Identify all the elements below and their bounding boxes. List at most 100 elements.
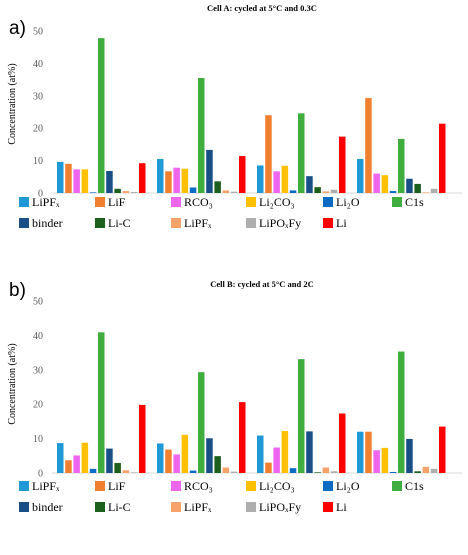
legend-label-a-8: LiPFₓ <box>184 216 212 230</box>
panel-b-legend: LiPFₓ LiF RCO₃ Li₂CO₃ Li₂O C1s binder Li-C LiPFₓ… <box>19 479 424 514</box>
bar-a-s10-g1 <box>239 156 246 193</box>
panel-b-y-tick-label: 20 <box>33 400 43 411</box>
bar-b-s1-g2 <box>265 462 272 473</box>
bar-b-s8-g2 <box>322 467 330 473</box>
bar-a-s9-g1 <box>230 191 238 193</box>
legend-swatch-a-3 <box>246 197 256 207</box>
bar-b-s7-g0 <box>114 463 121 473</box>
bar-a-s10-g3 <box>439 123 446 193</box>
legend-swatch-a-2 <box>171 197 181 207</box>
bar-a-s9-g0 <box>130 192 138 193</box>
panel-a-y-tick-label: 30 <box>33 91 43 102</box>
bar-b-s7-g1 <box>214 456 221 473</box>
bar-a-s4-g3 <box>389 191 397 193</box>
bar-a-s8-g2 <box>322 191 330 193</box>
bar-b-s5-g1 <box>198 372 205 473</box>
bar-a-s3-g1 <box>181 168 189 193</box>
bar-a-s1-g3 <box>365 98 372 193</box>
bar-b-s8-g1 <box>222 467 230 473</box>
legend-label-b-3: Li₂CO₃ <box>259 479 295 493</box>
legend-label-a-6: binder <box>32 216 63 230</box>
legend-label-b-10: Li <box>336 500 347 514</box>
bar-a-s4-g1 <box>189 187 197 193</box>
panel-a-y-axis-label: Concentration (at%) <box>7 63 18 144</box>
legend-label-b-7: Li-C <box>108 500 131 514</box>
bar-b-s1-g3 <box>365 431 372 473</box>
panel-b-y-tick-label: 0 <box>38 469 43 480</box>
legend-swatch-b-8 <box>171 502 181 512</box>
bar-a-s4-g0 <box>89 192 97 193</box>
bar-a-s0-g3 <box>357 158 364 193</box>
panel-b-bars <box>57 332 446 473</box>
legend-swatch-b-9 <box>246 502 256 512</box>
bar-a-s5-g3 <box>398 138 405 193</box>
legend-label-b-4: Li₂O <box>336 479 360 493</box>
panel-a-y-tick-label: 20 <box>33 124 43 135</box>
legend-swatch-b-7 <box>95 502 105 512</box>
bar-a-s8-g1 <box>222 190 230 193</box>
bar-b-s10-g1 <box>239 402 246 473</box>
bar-a-s2-g0 <box>73 169 80 193</box>
legend-swatch-a-8 <box>171 218 181 228</box>
bar-b-s5-g0 <box>98 332 105 473</box>
bar-a-s3-g0 <box>81 169 89 193</box>
bar-a-s2-g1 <box>173 167 180 193</box>
bar-b-s10-g3 <box>439 426 446 473</box>
bar-a-s2-g2 <box>273 171 280 193</box>
legend-swatch-b-10 <box>323 502 333 512</box>
bar-a-s3-g3 <box>381 175 389 193</box>
bar-b-s2-g2 <box>273 447 280 473</box>
legend-label-a-3: Li₂CO₃ <box>259 195 295 209</box>
bar-b-s2-g0 <box>73 455 80 473</box>
panel-b-y-tick-label: 30 <box>33 365 43 376</box>
legend-swatch-b-3 <box>246 481 256 491</box>
bar-a-s10-g2 <box>339 136 346 193</box>
bar-a-s6-g1 <box>206 149 213 193</box>
bar-b-s4-g0 <box>89 468 97 473</box>
bar-b-s7-g2 <box>314 472 321 473</box>
panel-a-legend: LiPFₓ LiF RCO₃ Li₂CO₃ Li₂O C1s binder Li-C LiPFₓ… <box>19 195 424 230</box>
panel-b-y-tick-label: 10 <box>33 434 43 445</box>
bar-b-s2-g3 <box>373 450 380 473</box>
legend-swatch-b-0 <box>19 481 29 491</box>
bar-a-s10-g0 <box>139 163 146 193</box>
bar-b-s3-g1 <box>181 434 189 473</box>
bar-a-s7-g0 <box>114 188 121 193</box>
bar-b-s9-g1 <box>230 471 238 473</box>
legend-swatch-a-0 <box>19 197 29 207</box>
bar-a-s6-g3 <box>406 178 413 193</box>
panel-a-letter: a) <box>9 18 26 39</box>
bar-b-s7-g3 <box>414 471 421 473</box>
bar-a-s0-g0 <box>57 161 64 193</box>
bar-b-s10-g2 <box>339 413 346 473</box>
bar-b-s0-g3 <box>357 431 364 473</box>
legend-label-b-9: LiPOₓFy <box>259 500 301 514</box>
bar-a-s7-g3 <box>414 183 421 193</box>
legend-swatch-a-5 <box>392 197 402 207</box>
bar-b-s8-g0 <box>122 470 130 473</box>
legend-label-b-8: LiPFₓ <box>184 500 212 514</box>
bar-b-s3-g0 <box>81 442 89 473</box>
bar-a-s5-g1 <box>198 77 205 193</box>
bar-a-s2-g3 <box>373 173 380 193</box>
bar-b-s4-g2 <box>289 468 297 473</box>
bar-a-s8-g0 <box>122 191 130 193</box>
legend-label-a-1: LiF <box>108 195 126 209</box>
bar-b-s0-g1 <box>157 443 164 473</box>
legend-label-b-0: LiPFₓ <box>32 479 60 493</box>
legend-label-b-5: C1s <box>405 479 424 493</box>
bar-b-s5-g3 <box>398 351 405 473</box>
bar-a-s6-g2 <box>306 176 313 193</box>
panel-a: a) Cell A: cycled at 5°C and 0.3C Concen… <box>7 3 462 230</box>
bar-a-s1-g0 <box>65 163 72 193</box>
legend-label-b-6: binder <box>32 500 63 514</box>
panel-a-y-tick-label: 10 <box>33 156 43 167</box>
bar-b-s1-g0 <box>65 460 72 473</box>
legend-label-a-4: Li₂O <box>336 195 360 209</box>
bar-b-s6-g1 <box>206 438 213 473</box>
bar-a-s5-g2 <box>298 113 305 193</box>
legend-label-a-7: Li-C <box>108 216 131 230</box>
legend-swatch-a-1 <box>95 197 105 207</box>
